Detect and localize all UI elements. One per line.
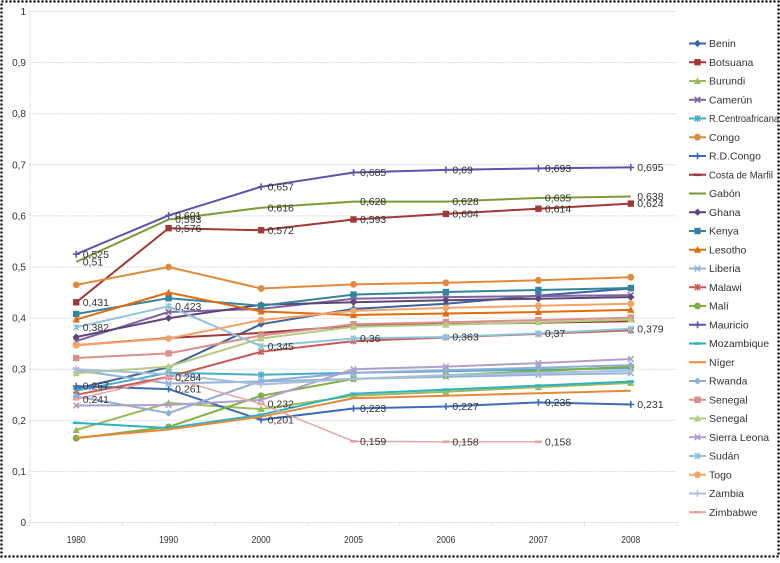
svg-text:Níger: Níger bbox=[709, 357, 735, 369]
svg-text:0,685: 0,685 bbox=[360, 167, 386, 179]
svg-text:0,616: 0,616 bbox=[268, 202, 294, 214]
svg-text:Ghana: Ghana bbox=[709, 207, 741, 219]
svg-text:0,241: 0,241 bbox=[83, 394, 109, 406]
svg-text:0,37: 0,37 bbox=[545, 328, 566, 340]
svg-text:0,158: 0,158 bbox=[452, 436, 478, 448]
svg-text:Togo: Togo bbox=[709, 469, 732, 481]
svg-text:0,8: 0,8 bbox=[12, 109, 26, 120]
svg-text:0,51: 0,51 bbox=[83, 257, 104, 269]
svg-text:0,159: 0,159 bbox=[360, 436, 386, 448]
svg-text:0,638: 0,638 bbox=[637, 191, 663, 203]
svg-text:1990: 1990 bbox=[159, 535, 178, 546]
svg-text:Senegal: Senegal bbox=[709, 413, 748, 425]
svg-text:Gabón: Gabón bbox=[709, 188, 741, 200]
svg-text:0,1: 0,1 bbox=[12, 467, 26, 478]
svg-text:0,628: 0,628 bbox=[360, 196, 386, 208]
svg-text:2008: 2008 bbox=[621, 535, 640, 546]
svg-text:Sudán: Sudán bbox=[709, 451, 740, 463]
svg-text:0,572: 0,572 bbox=[268, 225, 294, 237]
svg-text:0,235: 0,235 bbox=[545, 397, 571, 409]
svg-text:0,431: 0,431 bbox=[83, 297, 109, 309]
svg-text:0,624: 0,624 bbox=[637, 198, 663, 210]
svg-text:Rwanda: Rwanda bbox=[709, 376, 748, 388]
svg-text:Kenya: Kenya bbox=[709, 226, 739, 238]
svg-text:0,604: 0,604 bbox=[452, 209, 478, 221]
svg-text:0,593: 0,593 bbox=[360, 214, 386, 226]
svg-text:1: 1 bbox=[20, 7, 26, 18]
svg-text:0,363: 0,363 bbox=[452, 332, 478, 344]
svg-text:0,3: 0,3 bbox=[12, 365, 26, 376]
svg-text:Botsuana: Botsuana bbox=[709, 57, 754, 69]
svg-text:1980: 1980 bbox=[67, 535, 86, 546]
svg-text:0,261: 0,261 bbox=[175, 384, 201, 396]
svg-text:R.Centroafricana: R.Centroafricana bbox=[709, 113, 779, 125]
svg-text:Camerún: Camerún bbox=[709, 94, 752, 106]
svg-text:0,695: 0,695 bbox=[637, 162, 663, 174]
svg-text:Sierra Leona: Sierra Leona bbox=[709, 432, 769, 444]
svg-text:0,693: 0,693 bbox=[545, 163, 571, 175]
svg-text:0,345: 0,345 bbox=[268, 341, 294, 353]
svg-text:0,36: 0,36 bbox=[360, 333, 381, 345]
svg-text:0,2: 0,2 bbox=[12, 416, 26, 427]
svg-text:Benin: Benin bbox=[709, 38, 736, 50]
svg-text:0,69: 0,69 bbox=[452, 165, 473, 177]
svg-text:2007: 2007 bbox=[529, 535, 548, 546]
svg-text:Zambia: Zambia bbox=[709, 488, 744, 500]
svg-text:0: 0 bbox=[20, 518, 26, 529]
svg-text:0,614: 0,614 bbox=[545, 203, 571, 215]
svg-text:0,201: 0,201 bbox=[268, 414, 294, 426]
svg-text:Mozambique: Mozambique bbox=[709, 338, 769, 350]
svg-text:0,7: 0,7 bbox=[12, 160, 26, 171]
svg-text:0,576: 0,576 bbox=[175, 223, 201, 235]
svg-text:0,232: 0,232 bbox=[268, 399, 294, 411]
svg-text:Malawi: Malawi bbox=[709, 282, 742, 294]
svg-text:0,601: 0,601 bbox=[175, 210, 201, 222]
svg-text:Lesotho: Lesotho bbox=[709, 244, 747, 256]
svg-text:0,5: 0,5 bbox=[12, 263, 26, 274]
svg-text:0,6: 0,6 bbox=[12, 211, 26, 222]
svg-text:Zimbabwe: Zimbabwe bbox=[709, 507, 758, 519]
svg-text:2005: 2005 bbox=[344, 535, 363, 546]
svg-text:0,231: 0,231 bbox=[637, 399, 663, 411]
svg-text:0,9: 0,9 bbox=[12, 58, 26, 69]
svg-text:Senegal: Senegal bbox=[709, 394, 748, 406]
svg-text:0,227: 0,227 bbox=[452, 401, 478, 413]
svg-text:0,525: 0,525 bbox=[83, 249, 109, 261]
svg-text:Liberia: Liberia bbox=[709, 263, 741, 275]
svg-text:0,657: 0,657 bbox=[268, 181, 294, 193]
svg-text:Costa de Marfil: Costa de Marfil bbox=[709, 169, 773, 181]
svg-text:0,382: 0,382 bbox=[83, 322, 109, 334]
svg-text:0,158: 0,158 bbox=[545, 436, 571, 448]
svg-text:2000: 2000 bbox=[252, 535, 271, 546]
svg-text:Malí: Malí bbox=[709, 301, 729, 313]
svg-text:Mauricio: Mauricio bbox=[709, 319, 749, 331]
svg-text:0,423: 0,423 bbox=[175, 301, 201, 313]
svg-text:0,379: 0,379 bbox=[637, 323, 663, 335]
svg-text:0,267: 0,267 bbox=[83, 381, 109, 393]
svg-text:0,223: 0,223 bbox=[360, 403, 386, 415]
svg-text:0,628: 0,628 bbox=[452, 196, 478, 208]
svg-text:Congo: Congo bbox=[709, 132, 740, 144]
svg-text:2006: 2006 bbox=[436, 535, 455, 546]
svg-text:0,635: 0,635 bbox=[545, 193, 571, 205]
svg-text:Burundi: Burundi bbox=[709, 76, 745, 88]
svg-text:0,284: 0,284 bbox=[175, 372, 201, 384]
svg-text:0,593: 0,593 bbox=[175, 214, 201, 226]
svg-text:R.D.Congo: R.D.Congo bbox=[709, 151, 761, 163]
svg-text:0,4: 0,4 bbox=[12, 314, 26, 325]
